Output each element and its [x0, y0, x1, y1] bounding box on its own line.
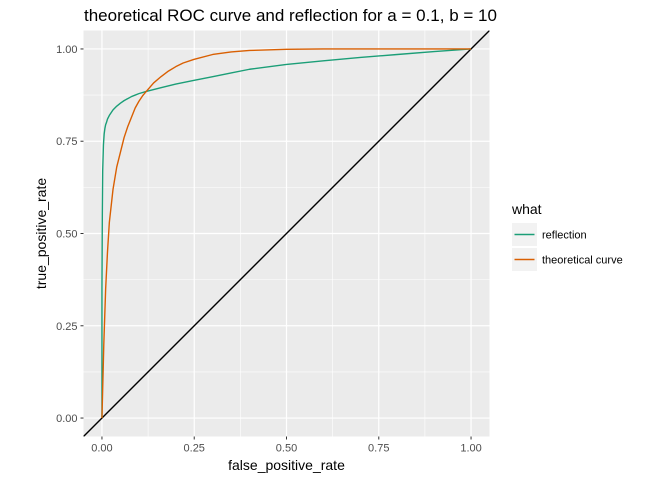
legend: what reflection theoretical curve: [511, 201, 623, 271]
y-tick-label: 0.50: [56, 229, 77, 241]
x-tick-label: 0.00: [91, 443, 112, 455]
legend-title: what: [511, 201, 542, 217]
data-layer: [83, 30, 490, 437]
legend-label: reflection: [542, 230, 587, 242]
x-tick-label: 0.50: [276, 443, 297, 455]
series-line-reflection: [101, 48, 472, 419]
x-axis-title: false_positive_rate: [228, 457, 345, 473]
x-tick-label: 1.00: [460, 443, 481, 455]
legend-items: reflection theoretical curve: [512, 223, 623, 271]
x-tick-label: 0.75: [368, 443, 389, 455]
legend-label: theoretical curve: [542, 255, 623, 267]
x-tick-label: 0.25: [184, 443, 205, 455]
series-line-theoretical-curve: [101, 48, 472, 419]
y-tick-label: 0.75: [56, 136, 77, 148]
y-tick-label: 1.00: [56, 44, 77, 56]
x-axis-ticks: 0.00 0.25 0.50 0.75 1.00: [91, 436, 482, 455]
diagonal-reference-line: [83, 30, 490, 437]
y-axis-ticks: 0.00 0.25 0.50 0.75 1.00: [56, 44, 84, 425]
y-tick-label: 0.25: [56, 321, 77, 333]
chart-title: theoretical ROC curve and reflection for…: [84, 6, 497, 25]
y-tick-label: 0.00: [56, 413, 77, 425]
y-axis-title: true_positive_rate: [33, 178, 49, 290]
